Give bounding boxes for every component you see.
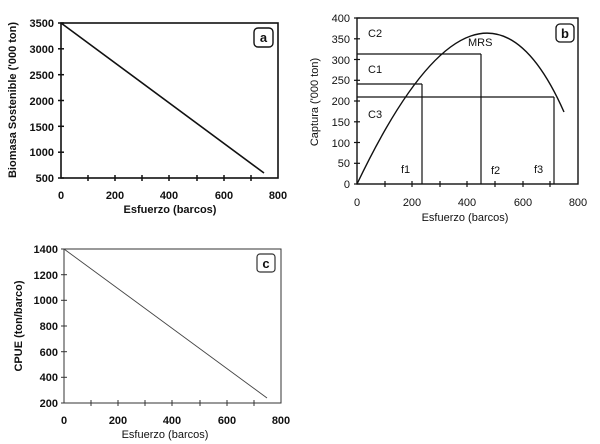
y-tick-label: 3000	[30, 44, 54, 56]
annotation-f2: f2	[491, 165, 500, 177]
y-axis	[354, 17, 360, 185]
y-tick-label: 2500	[30, 70, 54, 82]
x-tick-label: 0	[61, 415, 67, 427]
y-tick-label: 3500	[30, 18, 54, 30]
y-tick-label: 1200	[34, 270, 58, 282]
chart-a-biomass-vs-effort: 3500 3000 2500 2000 1500 1000 500 0 200 …	[7, 18, 287, 216]
y-tick-label: 400	[332, 13, 350, 25]
annotation-c2: C2	[368, 28, 382, 40]
catch-curve-smooth	[356, 32, 565, 185]
panel-badge	[253, 27, 274, 48]
y-tick-label: 50	[338, 158, 350, 170]
y-tick-label: 500	[36, 173, 54, 185]
y-tick-label: 1000	[34, 295, 58, 307]
y-tick-label: 800	[40, 321, 58, 333]
annotation-c3: C3	[368, 109, 382, 121]
x-tick-label: 600	[514, 197, 532, 209]
y-tick-label: 350	[332, 34, 350, 46]
x-axis-label: Esfuerzo (barcos)	[422, 212, 509, 224]
panel-badge-label: c	[262, 256, 269, 271]
chart-c-cpue-vs-effort: 1400 1200 1000 800 600 400 200 0 200 400…	[13, 244, 290, 441]
x-tick-label: 400	[160, 190, 178, 202]
y-tick-label: 0	[344, 179, 350, 191]
y-axis	[58, 22, 64, 179]
annotation-f3: f3	[534, 164, 543, 176]
y-tick-label: 600	[40, 347, 58, 359]
x-tick-label: 0	[58, 190, 64, 202]
x-tick-label: 800	[269, 190, 287, 202]
y-axis-label: CPUE (ton/barco)	[13, 280, 25, 371]
annotation-f1: f1	[401, 164, 410, 176]
y-tick-label: 1000	[30, 147, 54, 159]
x-tick-label: 600	[215, 190, 233, 202]
x-tick-label: 800	[272, 415, 290, 427]
plot-area	[63, 248, 282, 404]
x-tick-label: 400	[458, 197, 476, 209]
y-tick-label: 250	[332, 75, 350, 87]
x-tick-label: 0	[354, 197, 360, 209]
y-tick-label: 1400	[34, 244, 58, 256]
annotation-mrs: MRS	[468, 37, 492, 49]
y-tick-label: 200	[40, 398, 58, 410]
cpue-line	[63, 248, 268, 399]
y-axis-label: Biomasa Sostenible ('000 ton)	[7, 22, 19, 178]
y-tick-label: 150	[332, 117, 350, 129]
x-axis	[90, 400, 255, 406]
biomass-line	[60, 22, 265, 174]
panel-badge	[256, 253, 276, 273]
x-axis	[87, 175, 252, 181]
x-axis-label: Esfuerzo (barcos)	[122, 429, 209, 441]
y-tick-label: 2000	[30, 96, 54, 108]
x-axis	[384, 181, 551, 187]
x-tick-label: 800	[569, 197, 587, 209]
y-tick-label: 100	[332, 138, 350, 150]
y-tick-label: 300	[332, 55, 350, 67]
x-axis-label: Esfuerzo (barcos)	[124, 204, 217, 216]
y-tick-label: 200	[332, 96, 350, 108]
x-tick-label: 600	[218, 415, 236, 427]
chart-b-catch-vs-effort: 400 350 300 250 200 150 100 50 0 0 200 4…	[309, 13, 587, 224]
y-tick-label: 1500	[30, 122, 54, 134]
panel-badge-label: b	[561, 26, 569, 41]
x-tick-label: 400	[163, 415, 181, 427]
panel-badge-label: a	[260, 30, 268, 45]
x-tick-label: 200	[109, 415, 127, 427]
x-tick-label: 200	[106, 190, 124, 202]
panel-badge	[555, 23, 575, 43]
y-axis-label: Captura ('000 ton)	[309, 58, 321, 146]
y-tick-label: 400	[40, 372, 58, 384]
reference-lines	[357, 53, 555, 184]
annotation-c1: C1	[368, 64, 382, 76]
x-tick-label: 200	[403, 197, 421, 209]
